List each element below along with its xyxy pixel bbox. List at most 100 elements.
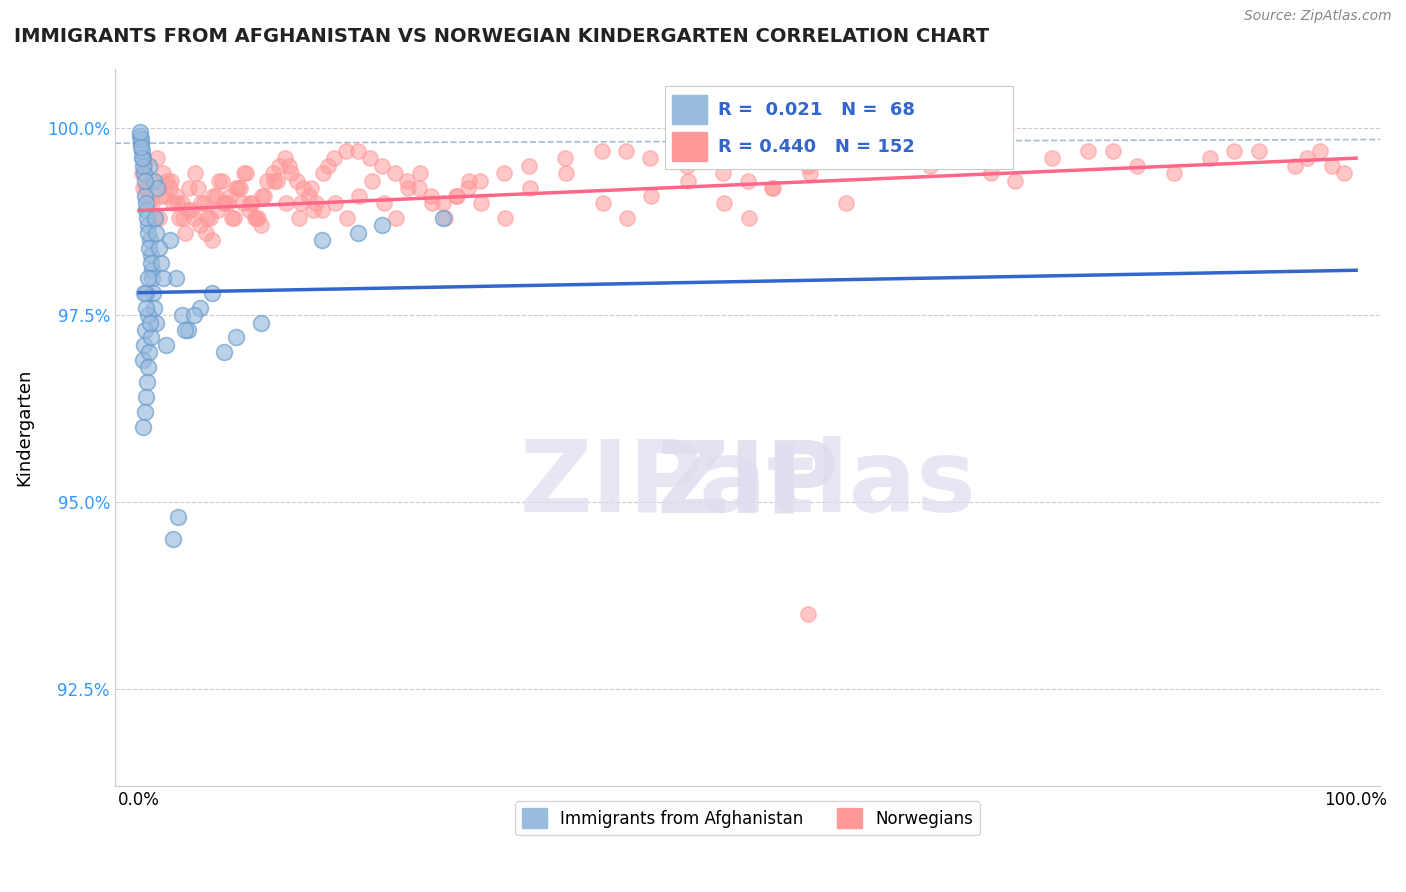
Point (761, 181, 783, 195)
Point (494, 166, 516, 180)
Point (225, 181, 247, 195)
Point (150, 188, 173, 202)
Point (409, 166, 432, 180)
Point (139, 256, 162, 270)
Point (1284, 159, 1306, 173)
Text: Source: ZipAtlas.com: Source: ZipAtlas.com (1244, 9, 1392, 23)
Point (141, 263, 163, 277)
Text: ZIPatlas: ZIPatlas (519, 436, 976, 533)
Point (517, 159, 540, 173)
Point (858, 144, 880, 158)
Point (359, 151, 381, 165)
Point (162, 533, 184, 547)
Point (134, 405, 156, 419)
Point (591, 144, 613, 158)
Point (592, 196, 614, 211)
Point (232, 196, 254, 211)
Point (195, 211, 218, 225)
Point (371, 159, 394, 173)
Point (208, 173, 231, 187)
Point (1199, 151, 1222, 165)
Point (312, 166, 335, 180)
Point (304, 196, 326, 211)
Point (138, 345, 160, 359)
Point (188, 219, 211, 233)
Point (235, 166, 257, 180)
Point (226, 181, 249, 195)
Point (249, 219, 271, 233)
Point (256, 173, 278, 187)
Point (980, 166, 1002, 180)
Point (202, 188, 225, 202)
Point (280, 166, 302, 180)
Point (132, 338, 155, 352)
Point (519, 181, 541, 195)
Point (1126, 159, 1149, 173)
Point (134, 188, 156, 202)
Point (138, 196, 160, 211)
Point (737, 173, 759, 187)
Point (336, 211, 359, 225)
Point (198, 211, 221, 225)
Point (139, 233, 162, 247)
Point (797, 159, 820, 173)
Point (135, 196, 157, 211)
Point (177, 203, 200, 218)
Point (167, 211, 190, 225)
Point (614, 144, 637, 158)
Point (247, 211, 270, 225)
Point (159, 173, 181, 187)
Point (132, 151, 155, 165)
Point (129, 140, 152, 154)
Point (221, 211, 243, 225)
Point (243, 211, 266, 225)
Point (132, 352, 155, 367)
Text: ZIP: ZIP (657, 436, 839, 533)
Point (266, 173, 288, 187)
Point (883, 144, 905, 158)
Point (183, 211, 205, 225)
Point (142, 211, 165, 225)
Point (177, 323, 200, 337)
Point (249, 316, 271, 330)
Point (1163, 166, 1185, 180)
Point (219, 188, 242, 202)
Point (129, 125, 152, 139)
Point (141, 248, 163, 262)
Point (135, 203, 157, 218)
Point (420, 188, 443, 202)
Point (177, 181, 200, 195)
Point (143, 301, 166, 315)
Point (253, 188, 276, 202)
Point (214, 345, 236, 359)
Point (458, 173, 481, 187)
Point (444, 188, 467, 202)
Point (1101, 144, 1123, 158)
Point (201, 285, 224, 300)
Point (277, 159, 299, 173)
Point (713, 196, 735, 211)
Point (1320, 159, 1343, 173)
Point (347, 144, 370, 158)
Point (675, 159, 697, 173)
Point (371, 219, 394, 233)
Point (131, 144, 153, 158)
Point (302, 203, 325, 218)
Point (349, 188, 371, 202)
Point (396, 181, 419, 195)
Point (135, 390, 157, 404)
Point (141, 173, 163, 187)
Point (1247, 144, 1270, 158)
Point (1296, 151, 1319, 165)
Point (834, 151, 856, 165)
Point (920, 159, 942, 173)
Point (136, 308, 159, 322)
Point (134, 173, 156, 187)
Point (554, 151, 576, 165)
Point (1004, 173, 1026, 187)
Point (738, 211, 761, 225)
Point (132, 166, 155, 180)
Point (640, 188, 662, 202)
Point (135, 285, 157, 300)
Point (143, 211, 166, 225)
